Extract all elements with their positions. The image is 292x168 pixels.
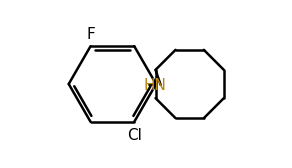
Text: F: F xyxy=(86,27,95,42)
Text: Cl: Cl xyxy=(127,128,142,143)
Text: HN: HN xyxy=(144,78,167,93)
